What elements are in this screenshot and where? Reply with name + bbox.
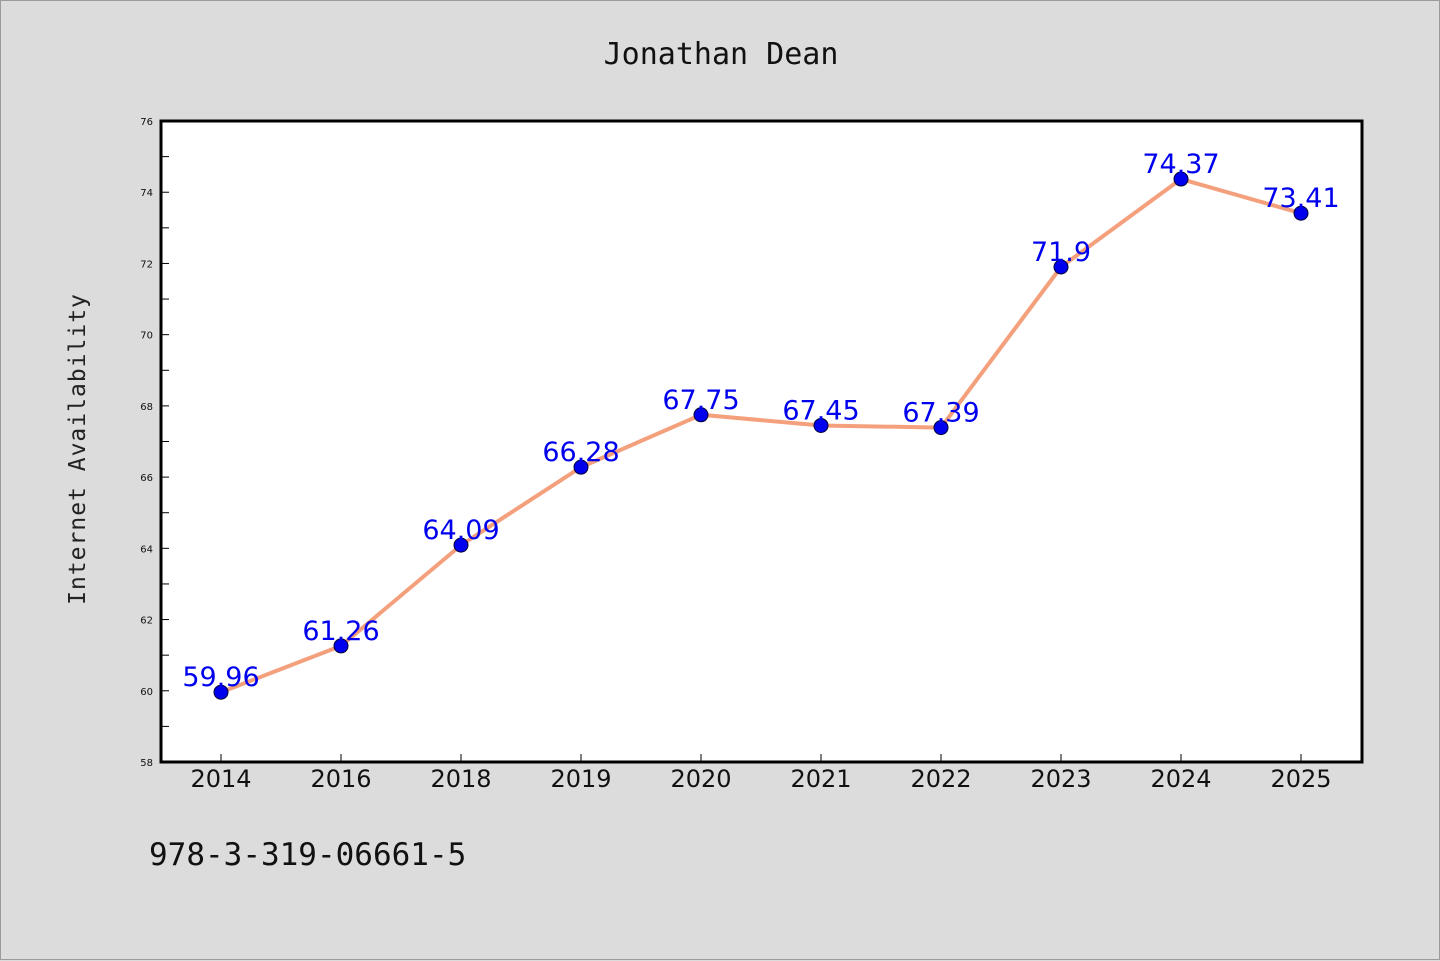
y-tick-label: 66 [140,473,153,484]
x-tick-label: 2023 [1030,765,1091,793]
data-value-label: 71.9 [1031,237,1091,268]
data-point-marker [573,459,589,475]
y-axis-ticks: 58 60 62 64 66 68 70 72 74 76 [140,117,169,769]
data-point-marker [1293,205,1309,221]
data-labels: 59.96 61.26 64.09 66.28 67.75 67.45 67.39 71.9 7… [182,149,1339,693]
y-tick-label: 60 [140,687,153,698]
y-tick-label: 74 [140,188,153,199]
y-tick-label: 58 [140,758,153,769]
x-tick-label: 2018 [430,765,491,793]
x-tick-label: 2024 [1150,765,1211,793]
x-tick-label: 2022 [910,765,971,793]
data-value-label: 74.37 [1142,149,1219,180]
plot-area [161,121,1362,762]
data-point-marker [1053,259,1069,275]
x-tick-label: 2021 [790,765,851,793]
x-axis-ticks: 2014 2016 2018 2019 2020 2021 2022 2023 2024 2025 [190,754,1332,793]
data-value-label: 67.75 [662,385,739,416]
data-value-label: 61.26 [302,616,379,647]
data-value-label: 73.41 [1262,183,1339,214]
y-tick-label: 76 [140,117,153,128]
data-point-marker [333,638,349,654]
x-tick-label: 2020 [670,765,731,793]
y-tick-label: 72 [140,259,153,270]
data-point-marker [453,537,469,553]
x-tick-label: 2016 [310,765,371,793]
y-axis-label: Internet Availability [65,293,91,605]
x-tick-label: 2025 [1270,765,1331,793]
series-line [219,177,1303,695]
data-value-label: 59.96 [182,662,259,693]
chart-title: Jonathan Dean [604,37,839,72]
data-value-label: 66.28 [542,437,619,468]
isbn-text: 978-3-319-06661-5 [149,837,466,873]
x-tick-label: 2014 [190,765,251,793]
x-tick-label: 2019 [550,765,611,793]
y-tick-label: 68 [140,402,153,413]
data-point-marker [813,417,829,433]
plot-border [159,119,1364,764]
series-layer [213,171,1309,700]
data-value-label: 67.45 [782,395,859,426]
y-tick-label: 62 [140,616,153,627]
data-point-marker [1173,171,1189,187]
data-value-label: 64.09 [422,515,499,546]
data-value-label: 67.39 [902,398,979,429]
data-point-marker [693,407,709,423]
data-point-marker [213,684,229,700]
y-tick-label: 64 [140,544,153,555]
y-tick-label: 70 [140,331,153,342]
data-point-marker [933,420,949,436]
